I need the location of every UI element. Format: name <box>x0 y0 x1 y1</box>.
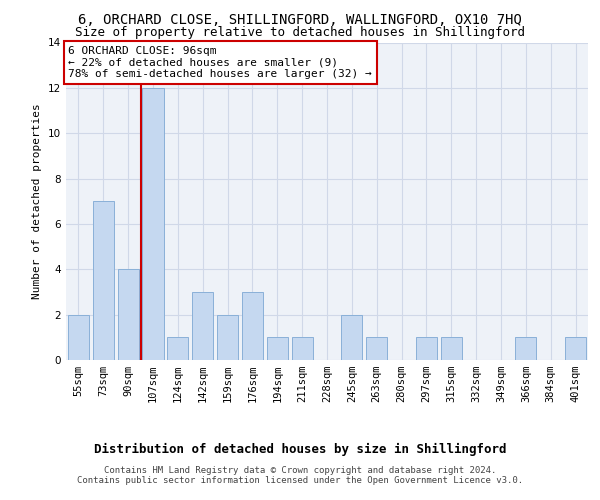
Bar <box>416 338 437 360</box>
Bar <box>292 338 313 360</box>
Bar <box>192 292 213 360</box>
Bar <box>68 314 89 360</box>
Text: Contains HM Land Registry data © Crown copyright and database right 2024.
Contai: Contains HM Land Registry data © Crown c… <box>77 466 523 485</box>
Text: 6 ORCHARD CLOSE: 96sqm
← 22% of detached houses are smaller (9)
78% of semi-deta: 6 ORCHARD CLOSE: 96sqm ← 22% of detached… <box>68 46 372 79</box>
Bar <box>142 88 164 360</box>
Text: Size of property relative to detached houses in Shillingford: Size of property relative to detached ho… <box>75 26 525 39</box>
Text: Distribution of detached houses by size in Shillingford: Distribution of detached houses by size … <box>94 442 506 456</box>
Text: 6, ORCHARD CLOSE, SHILLINGFORD, WALLINGFORD, OX10 7HQ: 6, ORCHARD CLOSE, SHILLINGFORD, WALLINGF… <box>78 12 522 26</box>
Bar <box>242 292 263 360</box>
Bar <box>167 338 188 360</box>
Bar <box>341 314 362 360</box>
Y-axis label: Number of detached properties: Number of detached properties <box>32 104 43 299</box>
Bar <box>366 338 387 360</box>
Bar <box>565 338 586 360</box>
Bar <box>441 338 462 360</box>
Bar <box>118 270 139 360</box>
Bar <box>515 338 536 360</box>
Bar <box>217 314 238 360</box>
Bar <box>93 201 114 360</box>
Bar <box>267 338 288 360</box>
